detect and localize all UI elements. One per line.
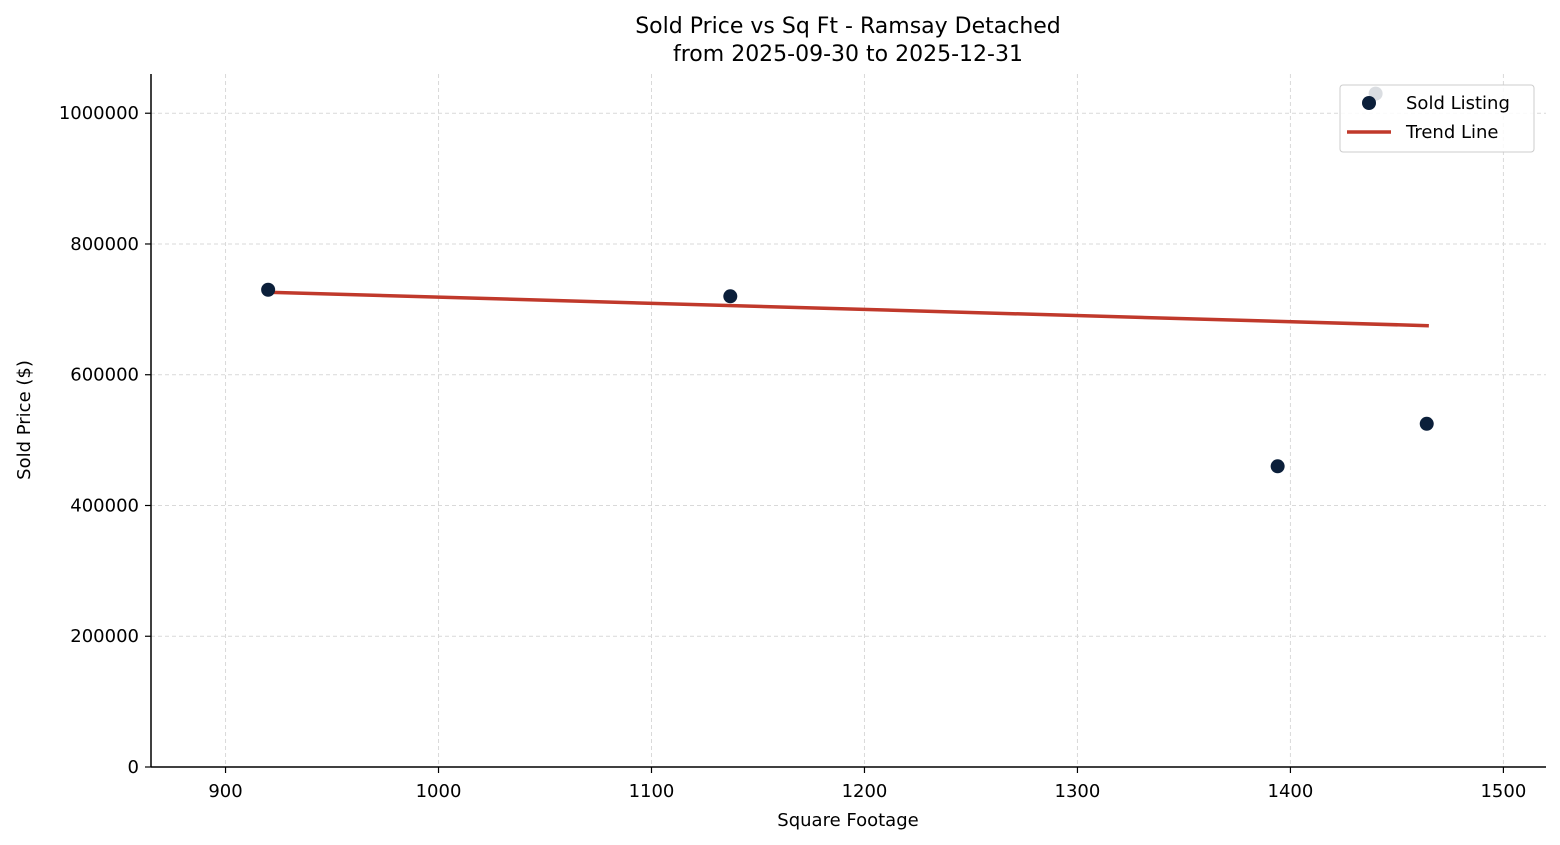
- legend-label-sold-listing: Sold Listing: [1406, 93, 1510, 114]
- legend-box: [1339, 84, 1535, 153]
- grid: [151, 74, 1546, 767]
- x-tick-label: 900: [208, 781, 242, 802]
- x-tick-label: 1200: [842, 781, 888, 802]
- ticks: 900 1000 1100 1200 1300 1400 1500 0 200000 400000…: [59, 103, 1526, 802]
- x-axis-label: Square Footage: [777, 810, 918, 831]
- x-tick-label: 1400: [1268, 781, 1314, 802]
- data-point: [1419, 416, 1434, 431]
- y-axis-label: Sold Price ($): [14, 360, 35, 480]
- trend-line: [272, 290, 1429, 328]
- y-tick-label: 600000: [70, 365, 139, 386]
- chart-title: Sold Price vs Sq Ft - Ramsay Detached: [635, 14, 1061, 39]
- axes: [150, 74, 1546, 768]
- x-tick-label: 1000: [416, 781, 462, 802]
- legend: Sold Listing Trend Line: [1339, 84, 1535, 153]
- x-tick-label: 1300: [1055, 781, 1101, 802]
- data-point: [261, 282, 276, 297]
- y-tick-label: 200000: [70, 626, 139, 647]
- x-tick-label: 1100: [629, 781, 675, 802]
- legend-label-trend-line: Trend Line: [1405, 122, 1499, 143]
- y-tick-label: 800000: [70, 234, 139, 255]
- y-tick-label: 0: [128, 757, 139, 778]
- data-point: [723, 289, 738, 304]
- chart-subtitle: from 2025-09-30 to 2025-12-31: [673, 42, 1023, 67]
- x-tick-label: 1500: [1480, 781, 1526, 802]
- data-point: [1270, 459, 1285, 474]
- y-tick-label: 1000000: [59, 103, 139, 124]
- plot-marks: [261, 86, 1434, 474]
- y-tick-label: 400000: [70, 495, 139, 516]
- legend-marker-sold-listing: [1362, 96, 1376, 110]
